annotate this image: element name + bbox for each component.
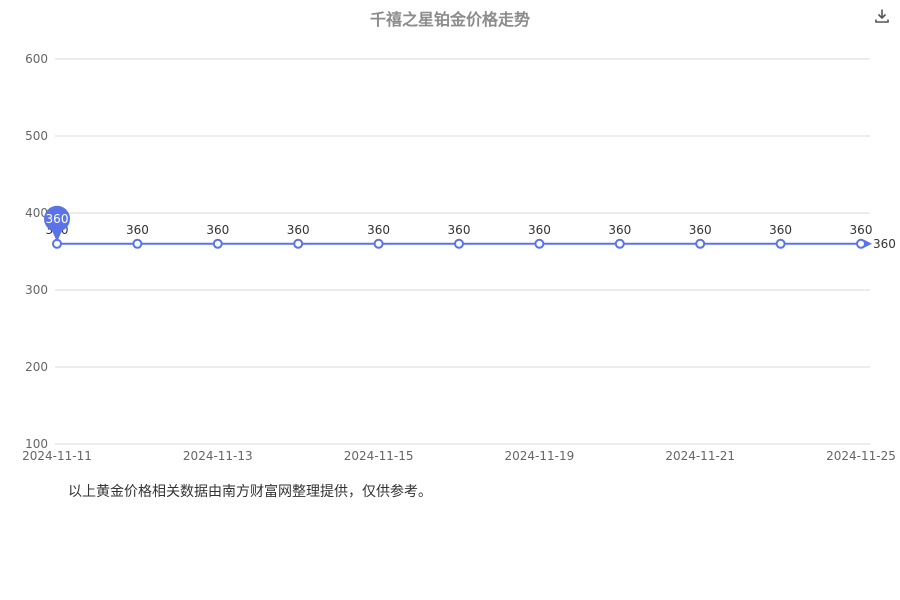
data-point[interactable] bbox=[454, 238, 464, 249]
data-point[interactable] bbox=[856, 238, 866, 249]
data-label: 360 bbox=[528, 223, 551, 237]
start-marker bbox=[44, 205, 70, 232]
download-button[interactable] bbox=[872, 6, 892, 26]
y-tick-label: 600 bbox=[25, 52, 48, 66]
y-tick-label: 300 bbox=[25, 283, 48, 297]
source-note: 以上黄金价格相关数据由南方财富网整理提供，仅供参考。 bbox=[68, 484, 432, 500]
data-point[interactable] bbox=[293, 238, 304, 249]
x-tick-label: 2024-11-25 bbox=[826, 449, 896, 463]
y-tick-label: 400 bbox=[25, 206, 48, 220]
data-point[interactable] bbox=[695, 238, 706, 249]
end-value-label: 360 bbox=[873, 237, 896, 251]
x-tick-label: 2024-11-19 bbox=[505, 449, 575, 463]
data-label: 360 bbox=[206, 223, 229, 237]
data-label: 360 bbox=[448, 223, 471, 237]
page-title: 千禧之星铂金价格走势 bbox=[369, 10, 530, 29]
data-label: 360 bbox=[769, 223, 792, 237]
download-icon bbox=[875, 9, 889, 23]
line-end-arrow bbox=[864, 239, 872, 248]
start-marker-tail bbox=[52, 230, 62, 242]
x-tick-label: 2024-11-11 bbox=[22, 449, 92, 463]
data-point[interactable] bbox=[373, 238, 384, 249]
data-point[interactable] bbox=[534, 238, 545, 249]
data-point[interactable] bbox=[775, 238, 786, 249]
data-point[interactable] bbox=[212, 238, 223, 249]
y-tick-label: 100 bbox=[25, 437, 48, 451]
x-tick-label: 2024-11-21 bbox=[665, 449, 735, 463]
data-label: 360 bbox=[689, 223, 712, 237]
start-marker-label: 360 bbox=[46, 212, 69, 226]
data-label: 360 bbox=[367, 223, 390, 237]
data-label: 360 bbox=[850, 223, 873, 237]
data-label: 360 bbox=[126, 223, 149, 237]
data-label: 360 bbox=[287, 223, 310, 237]
y-tick-label: 500 bbox=[25, 129, 48, 143]
data-label: 360 bbox=[608, 223, 631, 237]
data-point[interactable] bbox=[614, 238, 625, 249]
data-point[interactable] bbox=[132, 238, 143, 249]
x-tick-label: 2024-11-13 bbox=[183, 449, 253, 463]
y-tick-label: 200 bbox=[25, 360, 48, 374]
x-tick-label: 2024-11-15 bbox=[344, 449, 414, 463]
